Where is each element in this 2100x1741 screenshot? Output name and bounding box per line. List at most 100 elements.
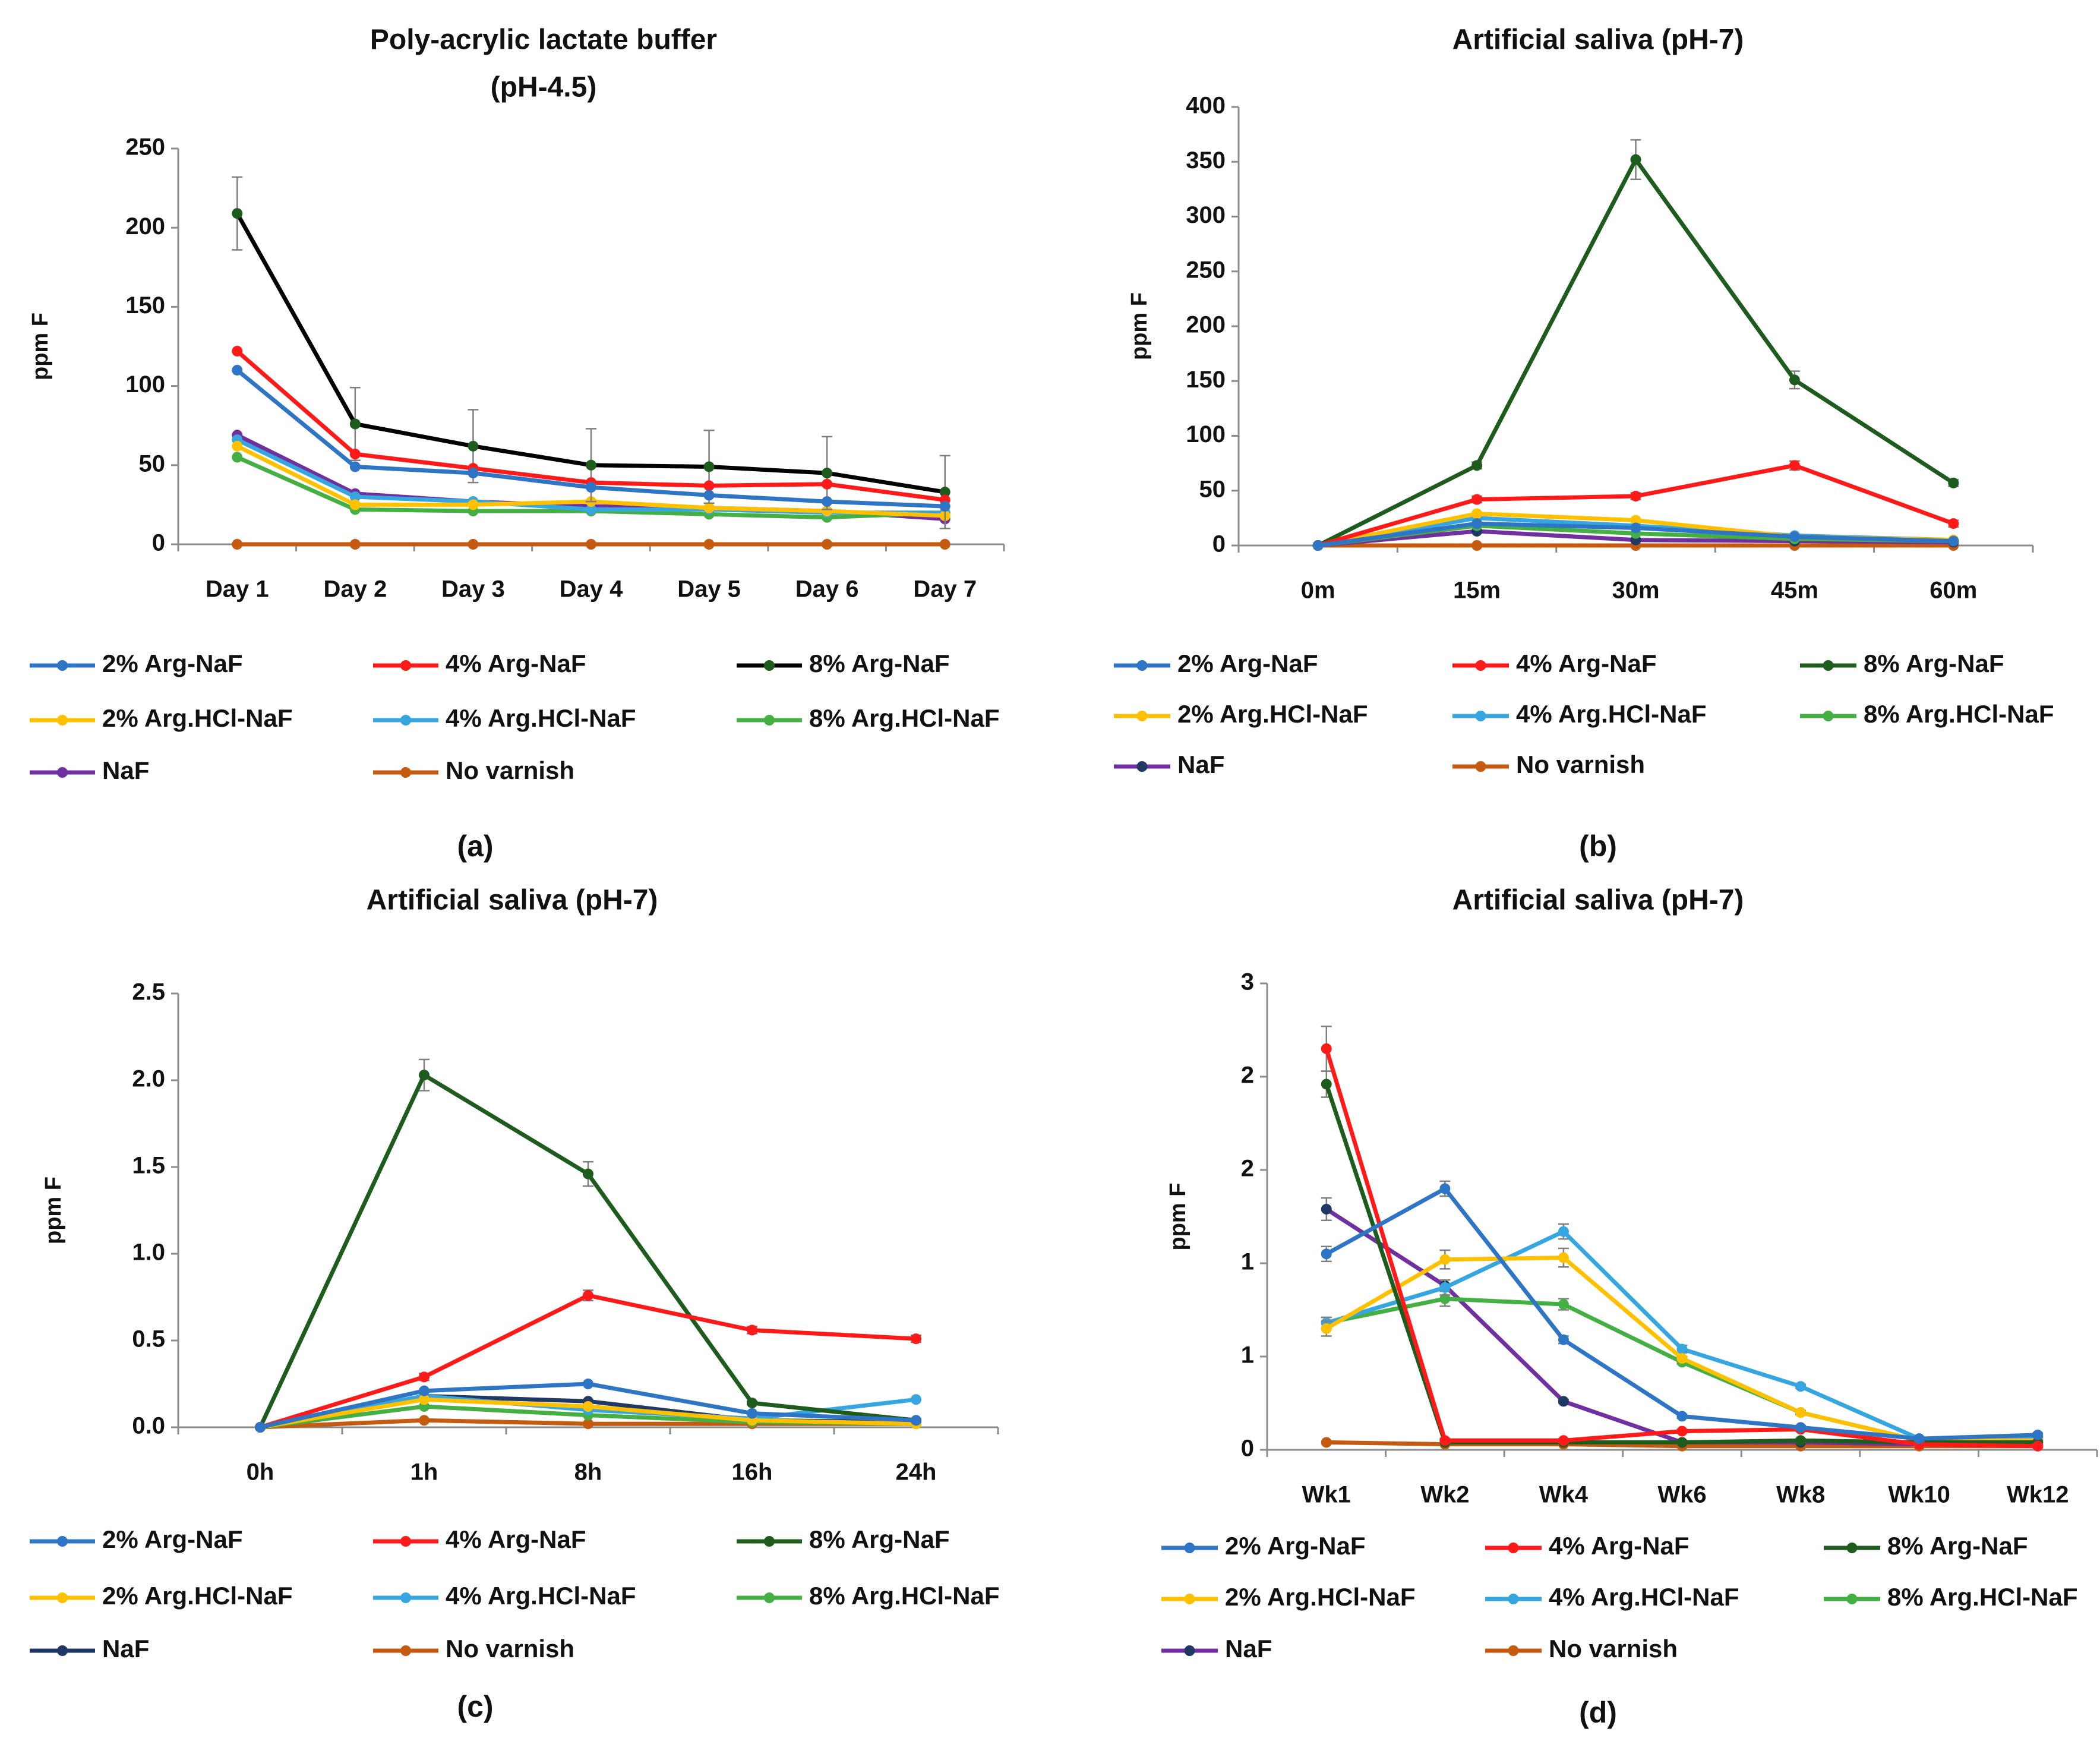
legend-label: No varnish <box>1516 750 1645 778</box>
legend-item: NaF <box>1161 1635 1272 1663</box>
y-tick-label: 150 <box>1186 367 1226 393</box>
data-point <box>349 449 361 460</box>
data-point <box>911 1415 921 1426</box>
data-point <box>1321 1078 1332 1090</box>
panel-label: (d) <box>1579 1696 1617 1729</box>
series <box>1321 1290 2044 1446</box>
data-point <box>1789 531 1800 543</box>
legend-swatch-marker <box>764 1592 775 1603</box>
legend-swatch-marker <box>400 1592 411 1603</box>
legend-item: 8% Arg.HCl-NaF <box>1800 700 2054 728</box>
data-point <box>1312 540 1324 551</box>
data-point <box>2032 1440 2044 1452</box>
legend-item: 8% Arg.HCl-NaF <box>1824 1583 2077 1611</box>
y-tick-label: 0 <box>1241 1436 1254 1462</box>
y-tick-label: 2.0 <box>132 1066 165 1092</box>
y-tick-label: 0 <box>152 530 165 556</box>
data-point <box>468 440 479 452</box>
data-point <box>349 461 361 472</box>
legend-label: 4% Arg-NaF <box>1516 649 1656 677</box>
y-tick-label: 0.0 <box>132 1413 165 1439</box>
data-point <box>1676 1353 1688 1364</box>
data-point <box>1789 374 1800 386</box>
data-point <box>1321 1437 1332 1448</box>
data-point <box>822 506 833 517</box>
x-tick-label: Day 5 <box>677 576 741 603</box>
data-point <box>703 502 715 513</box>
data-point <box>419 1394 430 1405</box>
data-point <box>703 461 715 472</box>
legend-swatch-marker <box>400 1645 411 1656</box>
legend-item: 2% Arg.HCl-NaF <box>30 704 292 732</box>
panel-label: (a) <box>457 830 493 863</box>
data-point <box>349 418 361 430</box>
data-point <box>1439 1435 1451 1446</box>
legend-swatch-marker <box>400 767 411 778</box>
series <box>1321 1180 2044 1444</box>
legend-item: No varnish <box>373 1635 574 1663</box>
data-point <box>939 501 950 512</box>
data-point <box>586 482 596 493</box>
legend-swatch-marker <box>764 715 775 726</box>
legend-item: 2% Arg.HCl-NaF <box>1161 1583 1415 1611</box>
series-line <box>1324 1082 2040 1444</box>
data-point <box>1471 508 1483 519</box>
legend-swatch-marker <box>1136 660 1148 671</box>
legend-label: 2% Arg-NaF <box>1225 1532 1365 1560</box>
data-point <box>349 499 361 510</box>
y-tick-label: 1 <box>1241 1249 1254 1275</box>
data-point <box>1439 1183 1451 1194</box>
y-tick-label: 350 <box>1186 147 1226 174</box>
x-tick-label: 16h <box>732 1459 773 1485</box>
y-tick-label: 250 <box>125 134 165 160</box>
legend-swatch-marker <box>57 1536 68 1547</box>
legend-swatch-marker <box>1136 761 1148 772</box>
legend-item: 4% Arg.HCl-NaF <box>373 1582 636 1610</box>
y-tick-label: 2 <box>1241 1062 1254 1089</box>
x-tick-label: 0h <box>247 1459 274 1485</box>
series <box>255 1379 921 1433</box>
legend-label: 4% Arg-NaF <box>446 649 586 677</box>
legend-item: 4% Arg-NaF <box>1485 1532 1689 1560</box>
x-tick-label: Day 3 <box>441 576 505 603</box>
chart-title: (pH-4.5) <box>491 72 597 103</box>
legend-item: 8% Arg-NaF <box>737 649 949 677</box>
y-tick-label: 0.5 <box>132 1326 165 1352</box>
x-tick-label: Wk4 <box>1539 1482 1589 1508</box>
data-point <box>939 487 950 498</box>
chart-panel: Artificial saliva (pH-7) ppm F 0.0 0.5 1.0 1.… <box>30 885 999 1723</box>
y-axis-label: ppm F <box>28 313 53 380</box>
panel-label: (c) <box>457 1690 493 1723</box>
series-line <box>1324 1046 2040 1449</box>
legend-item: NaF <box>30 756 149 784</box>
legend-label: 2% Arg.HCl-NaF <box>1225 1583 1415 1611</box>
legend-swatch-marker <box>764 660 775 671</box>
data-point <box>2032 1429 2044 1440</box>
legend-item: 8% Arg-NaF <box>1800 649 2004 677</box>
legend-swatch-marker <box>400 715 411 726</box>
data-point <box>1795 1435 1807 1446</box>
data-point <box>232 364 243 376</box>
legend-item: 4% Arg-NaF <box>373 649 586 677</box>
legend-item: 4% Arg.HCl-NaF <box>1485 1583 1739 1611</box>
legend-item: 4% Arg.HCl-NaF <box>373 704 636 732</box>
chart-title: Artificial saliva (pH-7) <box>1452 24 1744 56</box>
data-point <box>747 1398 757 1409</box>
data-point <box>1558 1334 1569 1345</box>
data-point <box>1321 1323 1332 1334</box>
y-tick-label: 2 <box>1241 1156 1254 1182</box>
x-tick-label: Wk12 <box>2007 1482 2069 1508</box>
legend-swatch-marker <box>400 1536 411 1547</box>
x-tick-label: Wk2 <box>1420 1482 1469 1508</box>
series <box>232 345 950 506</box>
legend-item: 4% Arg-NaF <box>373 1525 586 1553</box>
series <box>232 539 950 550</box>
series <box>232 176 950 529</box>
legend-swatch-marker <box>400 660 411 671</box>
chart-title: Poly-acrylic lactate buffer <box>370 24 717 56</box>
y-tick-label: 1 <box>1241 1342 1254 1368</box>
data-point <box>1913 1433 1925 1444</box>
legend-label: 4% Arg-NaF <box>1549 1532 1689 1560</box>
legend-label: 2% Arg-NaF <box>102 649 242 677</box>
x-tick-label: 30m <box>1612 578 1659 604</box>
